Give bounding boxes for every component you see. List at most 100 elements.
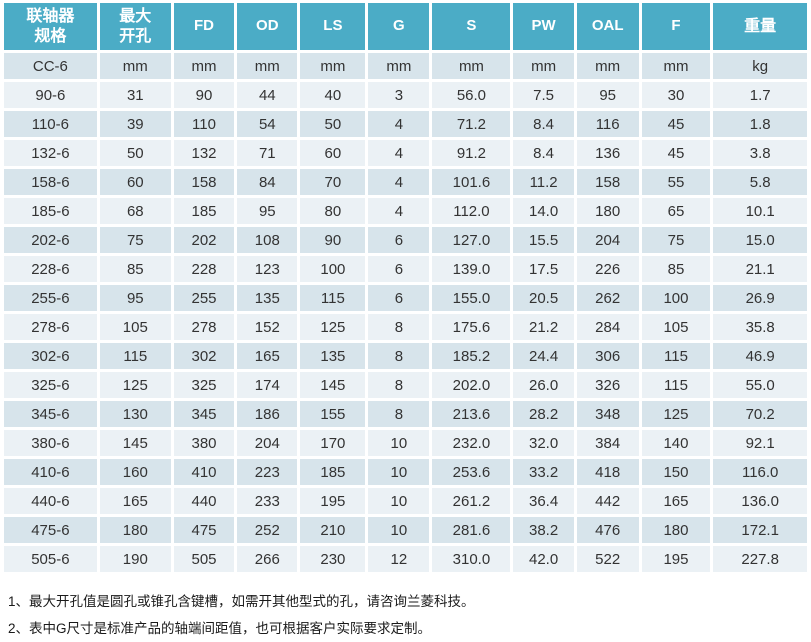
col-header-f: F bbox=[641, 3, 711, 50]
units-cell: mm bbox=[237, 53, 298, 79]
table-cell: 100 bbox=[300, 256, 366, 282]
table-cell: 21.1 bbox=[713, 256, 807, 282]
table-cell: 115 bbox=[641, 372, 711, 398]
table-cell: 6 bbox=[368, 285, 430, 311]
units-cell: mm bbox=[513, 53, 574, 79]
table-row: 255-6 95 255 135 115 6 155.0 20.5 262 100 26.9 bbox=[4, 285, 807, 311]
table-cell: 68 bbox=[99, 198, 171, 224]
table-cell: 442 bbox=[576, 488, 639, 514]
table-cell: 185 bbox=[300, 459, 366, 485]
table-cell: 65 bbox=[641, 198, 711, 224]
table-cell: 7.5 bbox=[513, 82, 574, 108]
coupling-spec-table: 联轴器 规格 最大 开孔 FD OD LS G S PW OAL F 重量 CC… bbox=[1, 0, 810, 575]
table-row: 132-6 50 132 71 60 4 91.2 8.4 136 45 3.8 bbox=[4, 140, 807, 166]
table-row: 410-6 160 410 223 185 10 253.6 33.2 418 150 116.0 bbox=[4, 459, 807, 485]
col-header-g: G bbox=[368, 3, 430, 50]
table-cell: 204 bbox=[576, 227, 639, 253]
table-cell: 8.4 bbox=[513, 140, 574, 166]
table-cell: 71.2 bbox=[432, 111, 511, 137]
table-cell: 262 bbox=[576, 285, 639, 311]
units-cell: mm bbox=[368, 53, 430, 79]
table-cell: 4 bbox=[368, 111, 430, 137]
col-header-s: S bbox=[432, 3, 511, 50]
table-cell: 38.2 bbox=[513, 517, 574, 543]
table-cell: 302 bbox=[173, 343, 235, 369]
footnote-2: 2、表中G尺寸是标准产品的轴端间距值，也可根据客户实际要求定制。 bbox=[8, 621, 432, 636]
table-cell: 35.8 bbox=[713, 314, 807, 340]
table-cell: 45 bbox=[641, 140, 711, 166]
table-cell: 165 bbox=[237, 343, 298, 369]
table-cell: 155 bbox=[300, 401, 366, 427]
table-cell: 55 bbox=[641, 169, 711, 195]
table-cell: 180 bbox=[99, 517, 171, 543]
table-cell: 123 bbox=[237, 256, 298, 282]
table-cell: 174 bbox=[237, 372, 298, 398]
table-cell: 5.8 bbox=[713, 169, 807, 195]
table-cell: 56.0 bbox=[432, 82, 511, 108]
table-cell: 345-6 bbox=[4, 401, 97, 427]
table-cell: 140 bbox=[641, 430, 711, 456]
table-cell: 85 bbox=[641, 256, 711, 282]
table-cell: 10 bbox=[368, 488, 430, 514]
table-cell: 261.2 bbox=[432, 488, 511, 514]
table-cell: 226 bbox=[576, 256, 639, 282]
table-row: 110-6 39 110 54 50 4 71.2 8.4 116 45 1.8 bbox=[4, 111, 807, 137]
table-cell: 204 bbox=[237, 430, 298, 456]
table-cell: 17.5 bbox=[513, 256, 574, 282]
table-cell: 522 bbox=[576, 546, 639, 572]
table-cell: 145 bbox=[300, 372, 366, 398]
table-cell: 384 bbox=[576, 430, 639, 456]
table-cell: 95 bbox=[99, 285, 171, 311]
table-cell: 105 bbox=[99, 314, 171, 340]
table-cell: 28.2 bbox=[513, 401, 574, 427]
table-cell: 253.6 bbox=[432, 459, 511, 485]
table-cell: 281.6 bbox=[432, 517, 511, 543]
table-cell: 21.2 bbox=[513, 314, 574, 340]
table-cell: 26.0 bbox=[513, 372, 574, 398]
table-cell: 125 bbox=[300, 314, 366, 340]
table-cell: 505 bbox=[173, 546, 235, 572]
table-cell: 14.0 bbox=[513, 198, 574, 224]
table-cell: 42.0 bbox=[513, 546, 574, 572]
table-cell: 175.6 bbox=[432, 314, 511, 340]
table-cell: 132 bbox=[173, 140, 235, 166]
table-cell: 155.0 bbox=[432, 285, 511, 311]
table-cell: 115 bbox=[300, 285, 366, 311]
table-cell: 306 bbox=[576, 343, 639, 369]
table-cell: 227.8 bbox=[713, 546, 807, 572]
table-cell: 505-6 bbox=[4, 546, 97, 572]
table-cell: 348 bbox=[576, 401, 639, 427]
table-cell: 255-6 bbox=[4, 285, 97, 311]
table-cell: 6 bbox=[368, 227, 430, 253]
footnotes: 1、最大开孔值是圆孔或锥孔含键槽，如需开其他型式的孔，请咨询兰菱科技。 2、表中… bbox=[0, 588, 811, 642]
table-cell: 233 bbox=[237, 488, 298, 514]
table-cell: 310.0 bbox=[432, 546, 511, 572]
table-cell: 4 bbox=[368, 169, 430, 195]
table-row: 185-6 68 185 95 80 4 112.0 14.0 180 65 10.1 bbox=[4, 198, 807, 224]
table-row: 380-6 145 380 204 170 10 232.0 32.0 384 140 92.1 bbox=[4, 430, 807, 456]
table-cell: 15.0 bbox=[713, 227, 807, 253]
table-cell: 84 bbox=[237, 169, 298, 195]
table-row: 345-6 130 345 186 155 8 213.6 28.2 348 125 70.2 bbox=[4, 401, 807, 427]
table-cell: 45 bbox=[641, 111, 711, 137]
table-cell: 24.4 bbox=[513, 343, 574, 369]
table-row: 440-6 165 440 233 195 10 261.2 36.4 442 165 136.0 bbox=[4, 488, 807, 514]
table-cell: 4 bbox=[368, 198, 430, 224]
table-cell: 130 bbox=[99, 401, 171, 427]
table-cell: 266 bbox=[237, 546, 298, 572]
table-cell: 228 bbox=[173, 256, 235, 282]
table-cell: 80 bbox=[300, 198, 366, 224]
table-cell: 170 bbox=[300, 430, 366, 456]
table-cell: 44 bbox=[237, 82, 298, 108]
table-cell: 110 bbox=[173, 111, 235, 137]
table-cell: 116 bbox=[576, 111, 639, 137]
table-cell: 127.0 bbox=[432, 227, 511, 253]
table-cell: 185.2 bbox=[432, 343, 511, 369]
table-cell: 158 bbox=[173, 169, 235, 195]
table-cell: 33.2 bbox=[513, 459, 574, 485]
table-cell: 326 bbox=[576, 372, 639, 398]
table-row: 202-6 75 202 108 90 6 127.0 15.5 204 75 15.0 bbox=[4, 227, 807, 253]
table-cell: 20.5 bbox=[513, 285, 574, 311]
table-cell: 135 bbox=[300, 343, 366, 369]
